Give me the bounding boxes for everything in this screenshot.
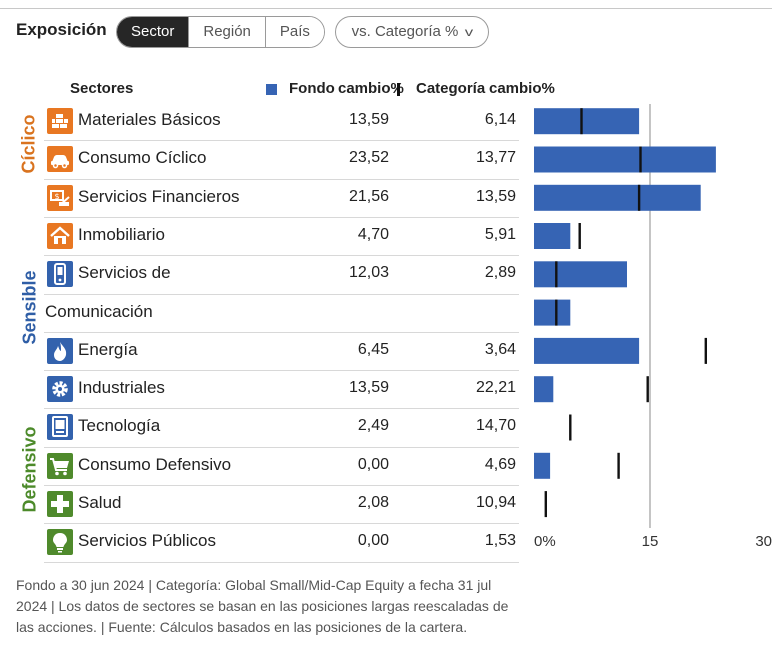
sector-label-servicios-financieros: Servicios Financieros: [78, 186, 240, 206]
sector-label-servicios-de: Servicios de: [78, 263, 171, 283]
cart-icon: [47, 452, 73, 479]
fondo-value-consumo-ciclico: 23,52: [348, 149, 389, 167]
fondo-value-servicios-de: 12,03: [348, 264, 389, 282]
row-divider: [44, 408, 519, 410]
sector-label-salud: Salud: [78, 493, 122, 512]
column-header-sectores: Sectores: [70, 80, 134, 97]
fondo-bar: [534, 184, 701, 211]
categoria-tick: [578, 223, 581, 249]
row-divider: [44, 216, 519, 218]
x-tick-label: 30: [755, 533, 772, 550]
cross-icon: [47, 491, 73, 517]
categoria-tick: [704, 337, 707, 364]
fondo-bar: [534, 223, 571, 249]
svg-text:$: $: [54, 192, 59, 201]
legend-categoria-tick: [397, 83, 400, 96]
footnote: Fondo a 30 jun 2024 | Categoría: Global …: [16, 577, 509, 635]
fondo-value-consumo-defensivo: 0,00: [357, 455, 389, 473]
row-divider: [44, 331, 519, 333]
fondo-bar: [534, 261, 627, 288]
fondo-value-inmobiliario: 4,70: [357, 225, 389, 243]
categoria-value-servicios-de: 2,89: [484, 264, 516, 282]
computer-icon: [47, 414, 73, 441]
categoria-value-consumo-defensivo: 4,69: [484, 455, 516, 473]
sector-label-tecnologia: Tecnología: [78, 416, 161, 436]
sector-label-industriales: Industriales: [78, 378, 165, 398]
chevron-down-icon: v: [465, 25, 474, 39]
fondo-value-servicios-financieros: 21,56: [348, 187, 389, 205]
column-header-fondo-cambio: cambio%: [338, 80, 404, 97]
fondo-value-energia: 6,45: [357, 340, 389, 358]
row-divider: [44, 293, 519, 295]
fondo-bar: [534, 299, 571, 326]
x-tick-label: 15: [642, 533, 659, 550]
car-icon: [47, 146, 73, 173]
column-header-categoria: Categoría: [416, 80, 486, 97]
legend-fondo-swatch: [266, 84, 277, 95]
sector-label-consumo-ciclico: Consumo Cíclico: [78, 148, 207, 168]
fondo-value-tecnologia: 2,49: [357, 417, 389, 435]
categoria-value-consumo-ciclico: 13,77: [475, 149, 516, 167]
column-header-fondo: Fondo: [289, 80, 335, 97]
row-divider: [44, 178, 519, 180]
row-divider: [44, 523, 519, 525]
row-divider: [44, 561, 519, 563]
tab-pais[interactable]: País: [265, 17, 324, 47]
fondo-bar: [534, 452, 551, 479]
categoria-value-energia: 3,64: [484, 340, 516, 358]
fondo-value-servicios-publicos: 0,00: [357, 532, 389, 550]
column-header-categoria-cambio: cambio%: [489, 80, 555, 97]
fondo-value-industriales: 13,59: [348, 379, 389, 397]
fondo-bar: [534, 337, 640, 364]
bank-icon: $: [47, 184, 73, 211]
bulb-icon: [47, 529, 73, 556]
sector-label-consumo-defensivo: Consumo Defensivo: [78, 454, 232, 474]
view-segmented-control: Sector Región País: [116, 16, 325, 48]
comparison-dropdown-label: vs. Categoría %: [351, 23, 459, 40]
sector-label-materiales-basicos: Materiales Básicos: [78, 110, 221, 129]
categoria-value-materiales-basicos: 6,14: [484, 111, 516, 128]
categoria-tick: [580, 108, 583, 135]
row-divider: [44, 370, 519, 372]
sector-label-comunicacion: Comunicación: [45, 301, 153, 321]
row-divider: [44, 140, 519, 142]
sector-label-energia: Energía: [78, 339, 138, 359]
categoria-value-tecnologia: 14,70: [475, 417, 516, 435]
row-divider: [44, 446, 519, 448]
comparison-dropdown[interactable]: vs. Categoría % v: [335, 16, 489, 48]
fondo-value-salud: 2,08: [357, 494, 389, 511]
row-divider: [44, 485, 519, 486]
sector-label-inmobiliario: Inmobiliario: [78, 224, 165, 244]
top-divider: [0, 8, 772, 9]
x-tick-label: 0%: [534, 533, 556, 550]
tab-sector[interactable]: Sector: [117, 17, 190, 47]
tab-region[interactable]: Región: [189, 17, 266, 47]
categoria-value-industriales: 22,21: [475, 379, 516, 397]
row-divider: [44, 255, 519, 257]
categoria-tick: [555, 261, 558, 288]
categoria-tick: [639, 146, 642, 173]
fondo-bar: [534, 376, 554, 403]
categoria-tick: [646, 376, 649, 403]
bricks-icon: [47, 108, 73, 134]
fondo-bar: [534, 108, 640, 135]
categoria-value-servicios-publicos: 1,53: [484, 532, 516, 550]
categoria-value-servicios-financieros: 13,59: [475, 187, 516, 205]
fondo-value-materiales-basicos: 13,59: [348, 111, 389, 128]
categoria-tick: [555, 299, 558, 326]
gear-icon: [47, 376, 73, 403]
phone-icon: [47, 261, 73, 288]
house-icon: [47, 222, 73, 249]
categoria-tick: [637, 184, 641, 211]
section-title: Exposición: [16, 20, 107, 39]
fondo-bar: [534, 146, 716, 173]
categoria-tick: [569, 414, 572, 441]
categoria-tick: [617, 452, 620, 479]
categoria-value-salud: 10,94: [475, 494, 516, 511]
sector-label-servicios-publicos: Servicios Públicos: [78, 531, 216, 551]
categoria-value-inmobiliario: 5,91: [484, 225, 516, 243]
categoria-tick: [544, 491, 547, 518]
flame-icon: [47, 337, 73, 364]
